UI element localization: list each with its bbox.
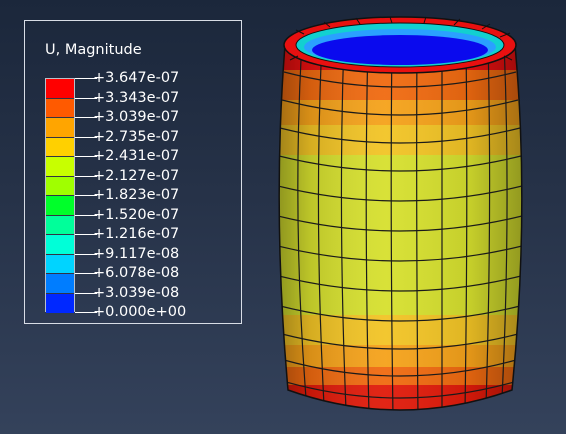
legend-value-label: +2.735e-07: [93, 128, 180, 145]
legend-value-label: +2.431e-07: [93, 148, 180, 164]
legend-swatch: [46, 176, 74, 196]
legend-value-label: +1.823e-07: [93, 187, 180, 203]
cylinder-top-rim: [283, 16, 517, 74]
legend-tick: [75, 214, 97, 216]
legend-value-label: +0.000e+00: [93, 304, 187, 320]
legend-swatch: [46, 137, 74, 157]
legend-swatch: [46, 293, 74, 313]
legend-tick: [75, 195, 97, 196]
legend-swatch: [46, 274, 74, 294]
legend-panel: U, Magnitude +3.647e-07 +3.343e-07 +3.039e…: [24, 20, 242, 324]
legend-tick: [75, 234, 97, 235]
legend-tick: [75, 175, 97, 177]
legend-swatch: [46, 215, 74, 235]
legend-value-label: +1.216e-07: [93, 226, 180, 242]
legend-tick: [75, 156, 97, 157]
legend-swatch: [46, 98, 74, 118]
legend-title: U, Magnitude: [45, 42, 142, 58]
legend-swatch: [46, 235, 74, 255]
legend-swatch: [46, 196, 74, 216]
legend-tick: [75, 97, 97, 99]
legend-tick: [75, 117, 97, 118]
cylinder-body: [279, 45, 522, 410]
legend-tick: [75, 136, 97, 138]
legend-swatch: [46, 254, 74, 274]
legend-swatch: [46, 79, 74, 99]
legend-tick: [75, 78, 97, 79]
legend-tick: [75, 253, 97, 255]
legend-swatch: [46, 157, 74, 177]
legend-value-label: +3.343e-07: [93, 89, 180, 106]
legend-tick: [75, 273, 97, 274]
legend-tick: [75, 312, 97, 313]
legend-value-label: +9.117e-08: [93, 245, 180, 262]
legend-value-label: +3.647e-07: [93, 70, 180, 86]
legend-value-label: +3.039e-07: [93, 109, 180, 125]
legend-swatch: [46, 118, 74, 138]
legend-value-label: +1.520e-07: [93, 206, 180, 223]
legend-value-label: +3.039e-08: [93, 284, 180, 301]
legend-tick: [75, 292, 97, 294]
legend-value-label: +6.078e-08: [93, 265, 180, 281]
legend-color-bar: [45, 78, 75, 313]
cylinder-outline: [278, 44, 523, 411]
legend-value-label: +2.127e-07: [93, 167, 180, 184]
